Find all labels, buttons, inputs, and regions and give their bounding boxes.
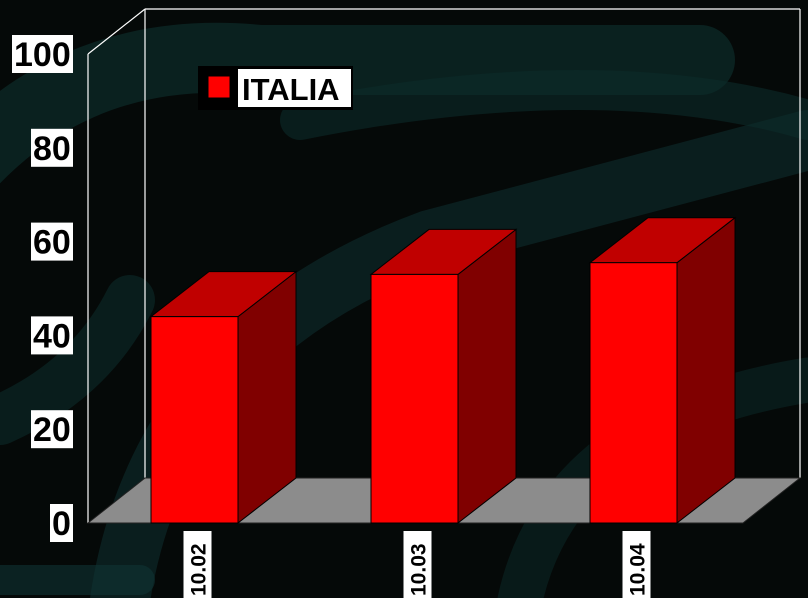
y-tick-label: 40 — [33, 317, 71, 355]
bar-front-face — [370, 273, 459, 524]
y-tick-label-bg — [31, 410, 73, 449]
side-wall-top-edge — [87, 8, 146, 55]
bar — [588, 216, 737, 525]
y-tick-label: 100 — [14, 36, 71, 74]
bars-group — [149, 216, 737, 525]
y-tick-label-bg — [12, 35, 73, 73]
x-axis-labels: 10.02 10.03 10.04 — [183, 531, 651, 598]
y-tick-label-bg — [31, 128, 73, 167]
y-tick-label-bg — [50, 504, 73, 542]
legend-label-bg — [238, 69, 351, 107]
bar — [369, 228, 518, 525]
y-tick-label: 80 — [33, 130, 71, 168]
x-tick-label: 10.04 — [627, 543, 650, 596]
chart-walls — [87, 8, 801, 523]
x-tick-label: 10.03 — [408, 543, 431, 596]
y-tick-label-bg — [31, 222, 73, 261]
y-tick-label-bg — [31, 316, 73, 355]
y-tick-label: 0 — [52, 505, 71, 543]
bar-front-face — [150, 316, 239, 524]
legend-label: ITALIA — [242, 72, 340, 107]
bar-side-face — [457, 228, 517, 525]
y-tick-label: 60 — [33, 224, 71, 262]
bar — [149, 270, 298, 525]
x-tick-label: 10.02 — [188, 543, 211, 596]
bar-side-face — [676, 216, 736, 525]
legend: ITALIA — [198, 66, 353, 110]
y-axis-ticks: 0 20 40 60 80 100 — [12, 35, 73, 543]
x-tick-label-bg — [403, 531, 432, 598]
y-tick-label: 20 — [33, 411, 71, 449]
bar-front-face — [589, 262, 678, 524]
legend-swatch — [207, 75, 231, 99]
x-tick-label-bg — [183, 531, 212, 598]
x-tick-label-bg — [622, 531, 651, 598]
